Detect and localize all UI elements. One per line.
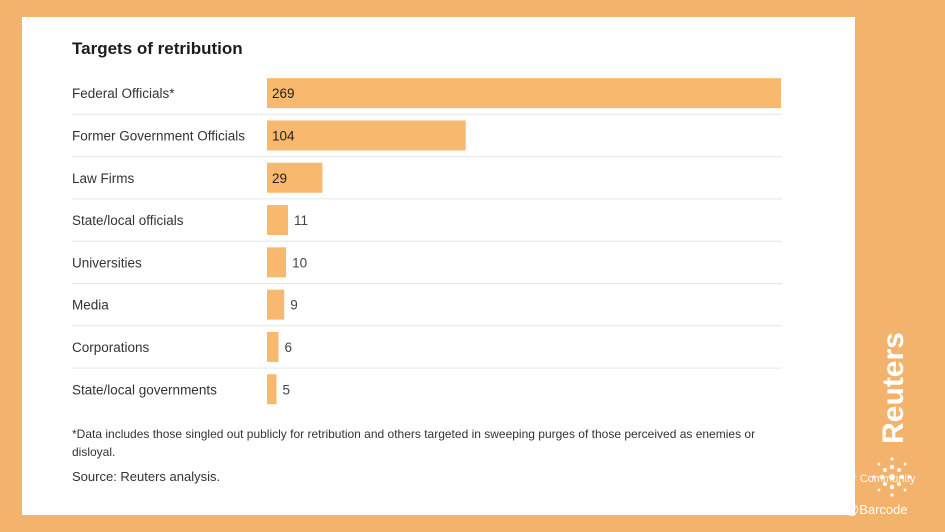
bar — [267, 374, 277, 405]
bar-chart: Federal Officials* 269 Former Government O… — [72, 78, 782, 405]
category-label: Corporations — [72, 340, 150, 355]
bar — [267, 289, 285, 320]
category-label: State/local officials — [72, 213, 184, 228]
watermark-handle: @Barcode — [846, 502, 908, 517]
category-label: State/local governments — [72, 382, 217, 397]
value-label: 9 — [290, 298, 298, 313]
reuters-dots-icon — [872, 457, 912, 497]
value-label: 5 — [283, 382, 291, 397]
category-label: Universities — [72, 255, 142, 270]
source-note: Source: Reuters analysis. — [72, 469, 221, 484]
reuters-wordmark: Reuters — [877, 332, 910, 444]
value-label: 11 — [294, 213, 308, 228]
category-label: Federal Officials* — [72, 86, 175, 101]
bar — [267, 78, 781, 109]
reuters-logo: Reuters — [866, 318, 922, 458]
category-label: Media — [72, 298, 109, 313]
bar — [267, 162, 323, 193]
footnote: *Data includes those singled out publicl… — [72, 427, 756, 459]
value-label: 104 — [272, 128, 295, 143]
bar — [267, 120, 466, 151]
chart-card: Targets of retribution Federal Officials… — [22, 17, 855, 515]
bar — [267, 247, 287, 278]
chart-title: Targets of retribution — [72, 39, 243, 58]
value-label: 269 — [272, 86, 295, 101]
bar — [267, 331, 279, 362]
value-label: 6 — [284, 340, 292, 355]
category-label: Law Firms — [72, 171, 135, 186]
watermark-text: Tiger Community — [832, 473, 916, 485]
value-label: 10 — [292, 255, 307, 270]
bar — [267, 205, 289, 236]
category-label: Former Government Officials — [72, 128, 245, 143]
tiger-logo-icon — [794, 464, 826, 496]
value-label: 29 — [272, 171, 287, 186]
